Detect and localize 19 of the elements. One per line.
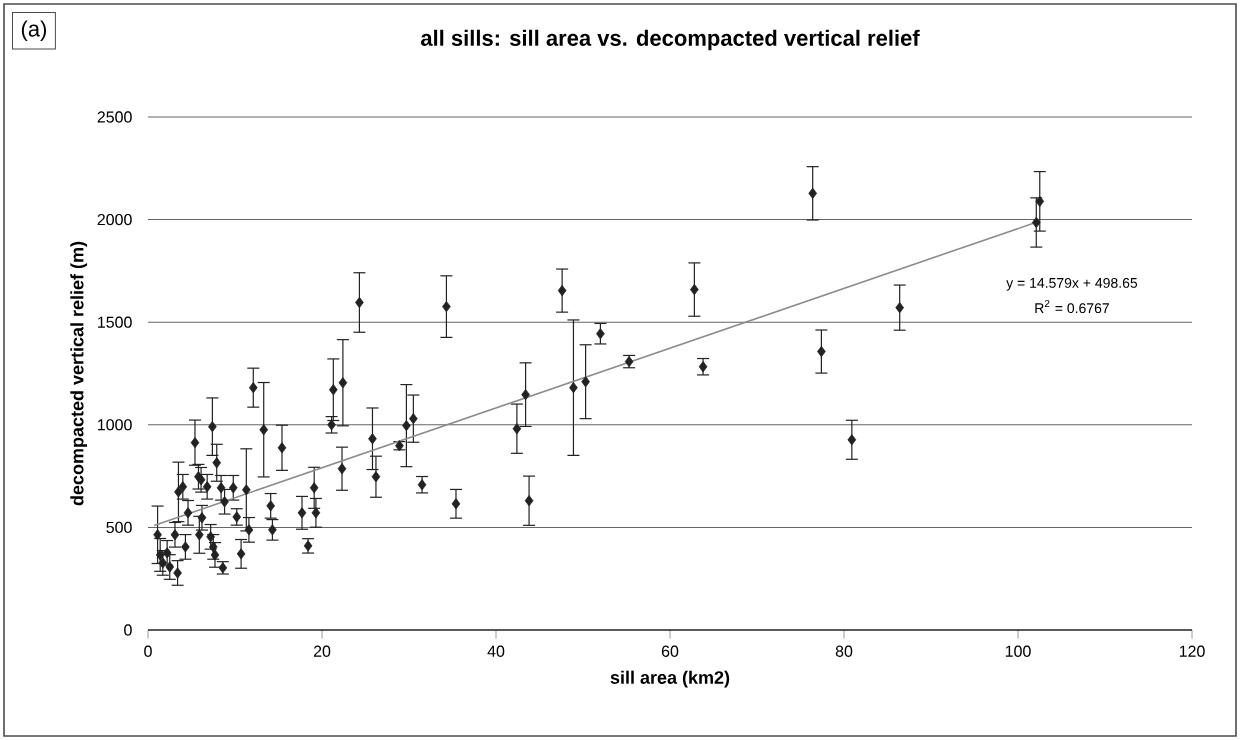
x-tick-label: 0	[144, 645, 152, 657]
y-tick-label: 0	[124, 624, 132, 636]
x-tick-label: 20	[313, 645, 331, 657]
x-tick-label: 40	[487, 645, 505, 657]
y-tick-label: 1000	[98, 419, 132, 431]
y-axis-title: decompacted vertical relief (m)	[70, 241, 88, 506]
annotation: y = 14.579x + 498.65	[1006, 277, 1138, 291]
x-tick-label: 80	[835, 645, 853, 657]
annotation: R$^{2}$ = 0.6767	[1035, 299, 1109, 314]
chart-title: all sills: sill area vs. decompacted vertical relief	[421, 29, 920, 51]
x-tick-label: 120	[1179, 645, 1205, 657]
x-tick-label: 100	[1005, 645, 1031, 657]
x-tick-label: 60	[661, 645, 679, 657]
x-axis-title: sill area (km2)	[610, 670, 730, 688]
text: (a)	[21, 20, 47, 41]
y-tick-label: 2500	[97, 111, 132, 123]
y-tick-label: 1500	[98, 316, 132, 328]
y-tick-label: 2000	[97, 213, 132, 226]
y-tick-label: 500	[106, 521, 132, 534]
